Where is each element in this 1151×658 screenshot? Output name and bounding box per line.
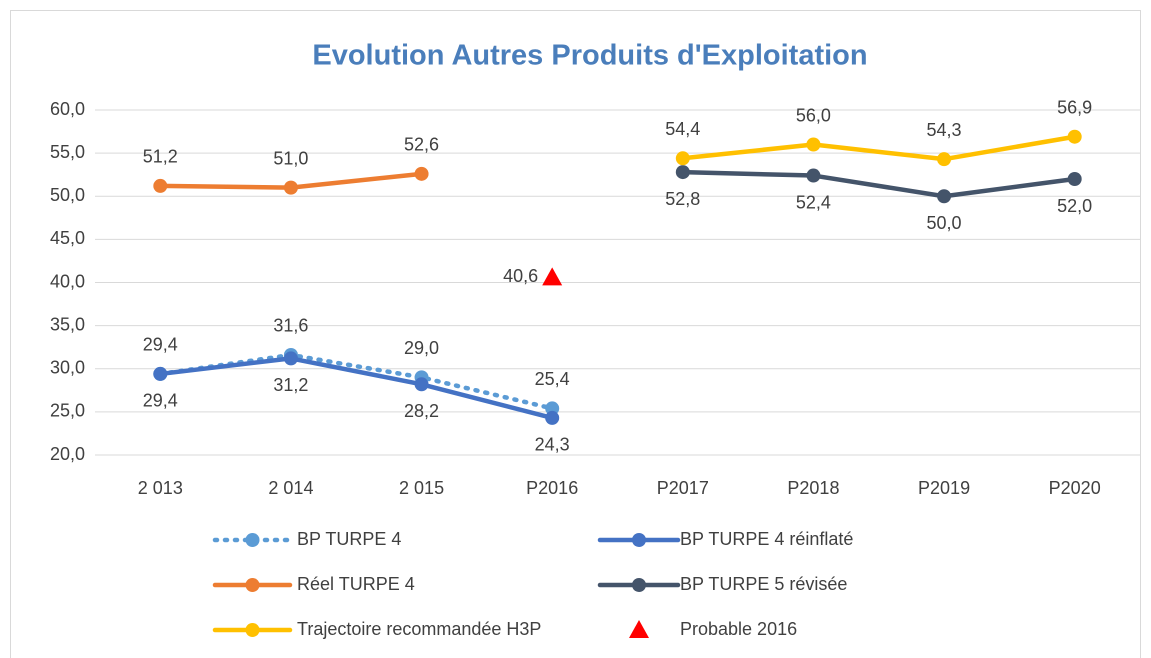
legend-marker (245, 623, 260, 637)
y-tick-label: 50,0 (50, 185, 85, 205)
data-label: 52,8 (665, 189, 700, 209)
y-tick-label: 20,0 (50, 444, 85, 464)
x-tick-label: 2 015 (399, 478, 444, 498)
data-label: 29,0 (404, 338, 439, 358)
legend-marker (632, 533, 646, 547)
series-line (158, 356, 555, 421)
data-point (1067, 129, 1082, 144)
data-label: 29,4 (143, 391, 178, 411)
data-label: 51,2 (143, 147, 178, 167)
x-tick-label: P2020 (1049, 478, 1101, 498)
data-label: 52,0 (1057, 196, 1092, 216)
data-label: 28,2 (404, 401, 439, 421)
data-label: 40,6 (503, 266, 538, 286)
data-label: 29,4 (143, 335, 178, 355)
data-point (545, 410, 560, 425)
data-point (414, 377, 429, 392)
legend-label: Probable 2016 (680, 619, 797, 639)
y-tick-label: 45,0 (50, 228, 85, 248)
data-point (675, 151, 690, 166)
data-point (806, 168, 821, 183)
x-tick-label: P2017 (657, 478, 709, 498)
data-label: 54,4 (665, 119, 700, 139)
series-line (680, 169, 1077, 199)
data-label: 52,6 (404, 135, 439, 155)
chart-border (10, 10, 1141, 658)
x-tick-label: P2016 (526, 478, 578, 498)
data-point (283, 180, 298, 195)
series-line (680, 134, 1077, 162)
series-line (158, 352, 555, 411)
data-label: 25,4 (535, 369, 570, 389)
data-point (806, 137, 821, 152)
legend-marker (629, 620, 649, 638)
y-tick-label: 55,0 (50, 142, 85, 162)
x-tick-label: P2019 (918, 478, 970, 498)
data-label: 56,9 (1057, 97, 1092, 117)
data-label: 51,0 (273, 148, 308, 168)
x-tick-label: 2 014 (268, 478, 313, 498)
data-point (153, 178, 168, 193)
legend-marker (245, 533, 260, 547)
legend-label: BP TURPE 4 (297, 529, 401, 549)
legend-marker (245, 578, 260, 592)
legend-label: Trajectoire recommandée H3P (297, 619, 541, 639)
data-label: 54,3 (927, 120, 962, 140)
y-tick-label: 25,0 (50, 401, 85, 421)
data-point (675, 165, 690, 180)
data-label: 52,4 (796, 192, 831, 212)
data-label: 24,3 (535, 435, 570, 455)
data-label: 56,0 (796, 105, 831, 125)
y-tick-label: 40,0 (50, 271, 85, 291)
y-tick-label: 35,0 (50, 314, 85, 334)
chart-title: Evolution Autres Produits d'Exploitation (312, 40, 867, 72)
legend-marker (632, 578, 646, 592)
data-point (283, 351, 298, 366)
data-label: 31,2 (273, 375, 308, 395)
y-tick-label: 30,0 (50, 358, 85, 378)
data-point (937, 189, 952, 204)
legend-label: Réel TURPE 4 (297, 574, 415, 594)
data-point (1067, 172, 1082, 186)
data-label: 50,0 (927, 213, 962, 233)
y-tick-label: 60,0 (50, 99, 85, 119)
legend-label: BP TURPE 5 révisée (680, 574, 847, 594)
data-point (414, 166, 429, 181)
data-point (937, 152, 952, 167)
x-tick-label: 2 013 (138, 478, 183, 498)
data-label: 31,6 (273, 316, 308, 336)
data-point (153, 366, 168, 381)
x-tick-label: P2018 (787, 478, 839, 498)
legend-label: BP TURPE 4 réinflaté (680, 529, 853, 549)
data-point (542, 267, 563, 286)
